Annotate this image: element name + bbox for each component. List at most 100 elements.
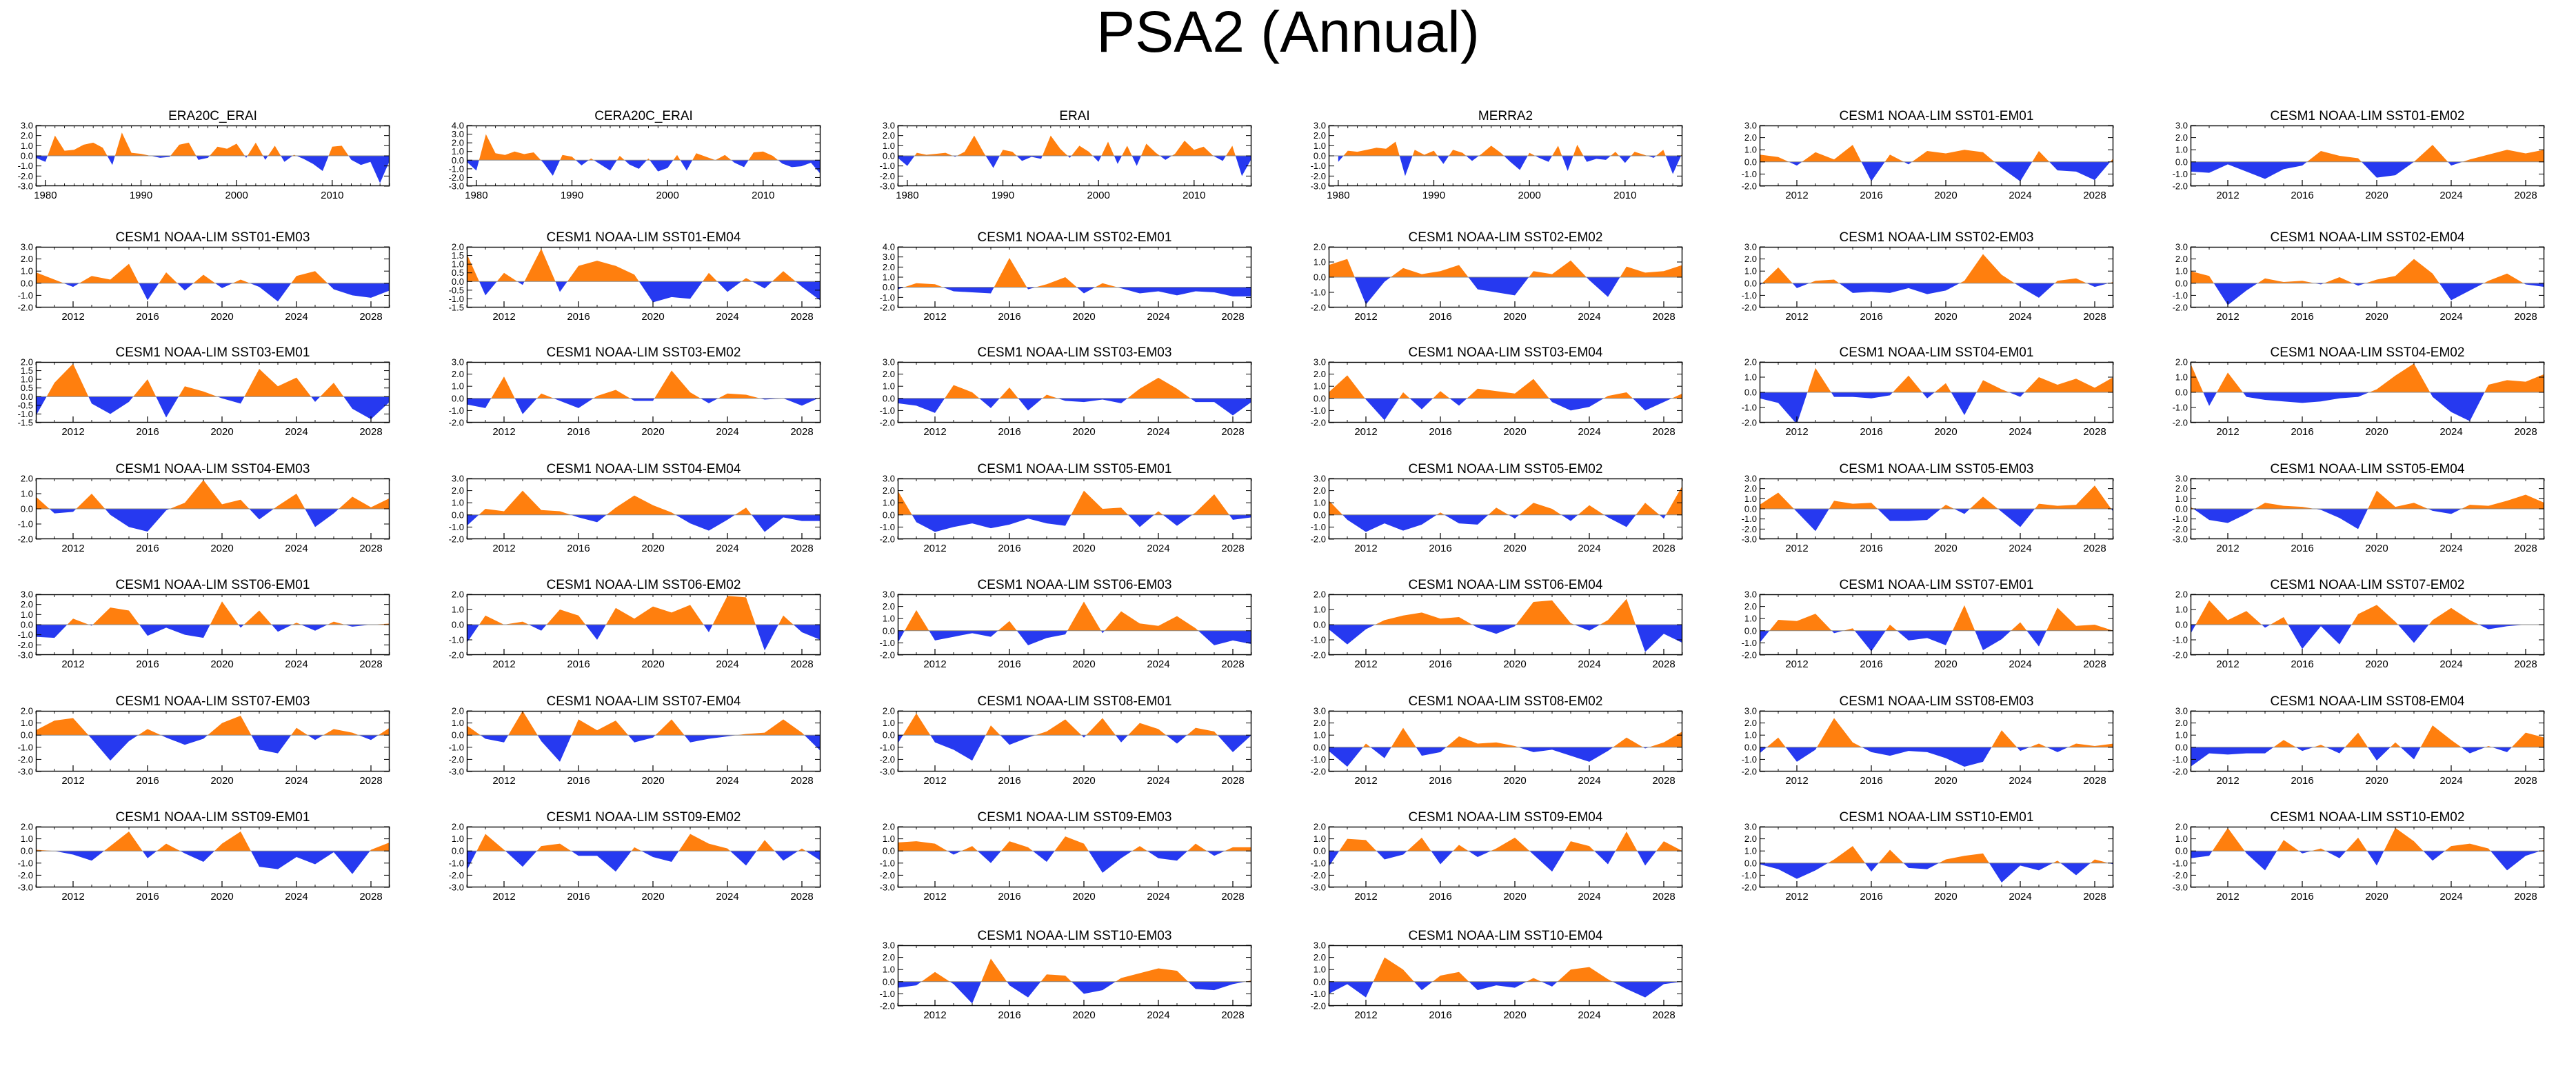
x-tick-label: 2028 xyxy=(2083,190,2106,201)
x-tick-label: 2028 xyxy=(359,658,382,670)
panel-title: CESM1 NOAA-LIM SST04-EM04 xyxy=(547,462,741,476)
chart-panel: 2.0 1.0 0.0 -1.0 -2.0 2012 2016 2020 2024 2028 CES… xyxy=(1311,230,1683,323)
positive-area xyxy=(905,601,1198,631)
y-tick-label: 1.0 xyxy=(21,489,33,499)
y-tick-label: -2.0 xyxy=(18,171,33,181)
negative-area xyxy=(2191,747,2544,767)
x-tick-label: 2024 xyxy=(2009,426,2031,438)
x-tick-label: 2016 xyxy=(1860,543,1882,554)
positive-area xyxy=(2191,600,2544,625)
x-tick-label: 2016 xyxy=(136,311,159,323)
y-tick-label: -1.0 xyxy=(1311,754,1326,765)
x-tick-label: 2016 xyxy=(1429,311,1451,323)
y-tick-label: 1.0 xyxy=(2175,494,2188,504)
y-tick-label: 3.0 xyxy=(2175,242,2188,252)
plot-frame xyxy=(35,361,390,423)
positive-area xyxy=(46,363,344,397)
x-tick-label: 2012 xyxy=(2216,311,2239,323)
y-tick-label: 3.0 xyxy=(2175,474,2188,484)
y-tick-label: -1.0 xyxy=(1742,870,1757,880)
x-tick-label: 2016 xyxy=(2291,775,2313,787)
plot-frame xyxy=(1759,246,2114,308)
y-tick-label: 3.0 xyxy=(883,121,895,131)
y-tick-label: 1.0 xyxy=(452,498,464,508)
x-tick-label: 2028 xyxy=(790,658,813,670)
panel-title: CESM1 NOAA-LIM SST08-EM02 xyxy=(1409,694,1603,709)
panel-title: CESM1 NOAA-LIM SST02-EM04 xyxy=(2271,230,2465,245)
x-tick-label: 2012 xyxy=(1354,775,1377,787)
panel-title: CESM1 NOAA-LIM SST10-EM02 xyxy=(2271,810,2465,825)
y-tick-label: -1.0 xyxy=(449,742,464,752)
y-tick-label: -1.0 xyxy=(2173,754,2188,765)
panel-title: MERRA2 xyxy=(1478,109,1533,123)
negative-area xyxy=(1760,747,2113,767)
panel-title: CESM1 NOAA-LIM SST10-EM01 xyxy=(1840,810,2034,825)
y-tick-label: -2.0 xyxy=(1311,171,1326,181)
panel-title: CESM1 NOAA-LIM SST06-EM04 xyxy=(1409,578,1603,592)
chart-panel: 3.0 2.0 1.0 0.0 -1.0 -2.0 -3.0 2012 2016 2020 2024… xyxy=(18,578,390,670)
x-tick-label: 2012 xyxy=(2216,775,2239,787)
y-tick-label: 0.0 xyxy=(1744,157,1757,167)
y-tick-label: -1.0 xyxy=(880,638,895,648)
y-tick-label: -2.0 xyxy=(1742,181,1757,192)
y-tick-label: 0.0 xyxy=(2175,504,2188,514)
x-tick-label: 2028 xyxy=(1221,426,1244,438)
x-tick-label: 2012 xyxy=(1785,891,1808,903)
x-tick-label: 2012 xyxy=(923,1009,946,1021)
positive-area xyxy=(479,134,778,161)
chart-panel: 3.0 2.0 1.0 0.0 -1.0 -2.0 2012 2016 2020 2024 2028… xyxy=(449,462,821,554)
x-tick-label: 2020 xyxy=(2365,891,2388,903)
chart-panel: 2.0 1.0 0.0 -1.0 -2.0 -3.0 2012 2016 2020 2024 202… xyxy=(880,694,1252,787)
x-tick-label: 2012 xyxy=(492,426,515,438)
y-tick-label: 3.0 xyxy=(883,252,895,262)
plot-frame xyxy=(897,826,1252,888)
y-tick-label: 0.0 xyxy=(1744,387,1757,398)
plot-frame xyxy=(466,246,821,308)
y-tick-label: -2.0 xyxy=(880,870,895,880)
y-tick-label: 2.0 xyxy=(452,242,464,252)
x-tick-label: 2012 xyxy=(1785,775,1808,787)
x-tick-label: 2020 xyxy=(1503,775,1526,787)
y-tick-label: 0.0 xyxy=(883,846,895,856)
y-tick-label: 1.0 xyxy=(1744,494,1757,504)
y-tick-label: -1.0 xyxy=(2173,290,2188,301)
y-tick-label: 1.0 xyxy=(1744,145,1757,155)
y-tick-label: 1.0 xyxy=(1744,846,1757,856)
y-tick-label: -2.0 xyxy=(1311,303,1326,313)
x-tick-label: 2012 xyxy=(1354,311,1377,323)
negative-area xyxy=(36,283,390,302)
x-tick-label: 2028 xyxy=(1652,543,1675,554)
x-tick-label: 2028 xyxy=(2514,311,2537,323)
x-tick-label: 2028 xyxy=(359,426,382,438)
x-tick-label: 2016 xyxy=(567,658,590,670)
y-tick-label: 2.0 xyxy=(452,138,464,148)
y-tick-label: 1.0 xyxy=(883,718,895,728)
x-tick-label: 2016 xyxy=(1429,891,1451,903)
x-tick-label: 2028 xyxy=(1652,426,1675,438)
panel-title: CESM1 NOAA-LIM SST04-EM01 xyxy=(1840,345,2034,360)
x-tick-label: 2024 xyxy=(2439,190,2462,201)
y-tick-label: -1.0 xyxy=(880,405,895,416)
y-tick-label: -1.0 xyxy=(1742,638,1757,648)
y-tick-label: 2.0 xyxy=(1314,718,1326,728)
x-tick-label: 2020 xyxy=(1934,658,1957,670)
x-tick-label: 2028 xyxy=(1221,543,1244,554)
x-tick-label: 2012 xyxy=(923,658,946,670)
y-tick-label: 2.0 xyxy=(1314,369,1326,379)
y-tick-label: 3.0 xyxy=(1314,474,1326,484)
negative-area xyxy=(1329,514,1682,532)
positive-area xyxy=(2191,259,2524,283)
y-tick-label: 0.0 xyxy=(1314,510,1326,520)
panel-title: CESM1 NOAA-LIM SST05-EM02 xyxy=(1409,462,1603,476)
x-tick-label: 2024 xyxy=(1147,543,1169,554)
y-tick-label: 1.0 xyxy=(2175,145,2188,155)
chart-svg: 2.0 1.0 0.0 -1.0 -2.0 2012 2016 2020 2024 2028 CES… xyxy=(18,462,390,554)
y-tick-label: -1.0 xyxy=(2173,514,2188,524)
negative-area xyxy=(467,514,821,532)
x-tick-label: 2010 xyxy=(321,190,343,201)
y-tick-label: -2.0 xyxy=(1742,650,1757,661)
x-tick-label: 2016 xyxy=(567,775,590,787)
negative-area xyxy=(898,287,1251,296)
